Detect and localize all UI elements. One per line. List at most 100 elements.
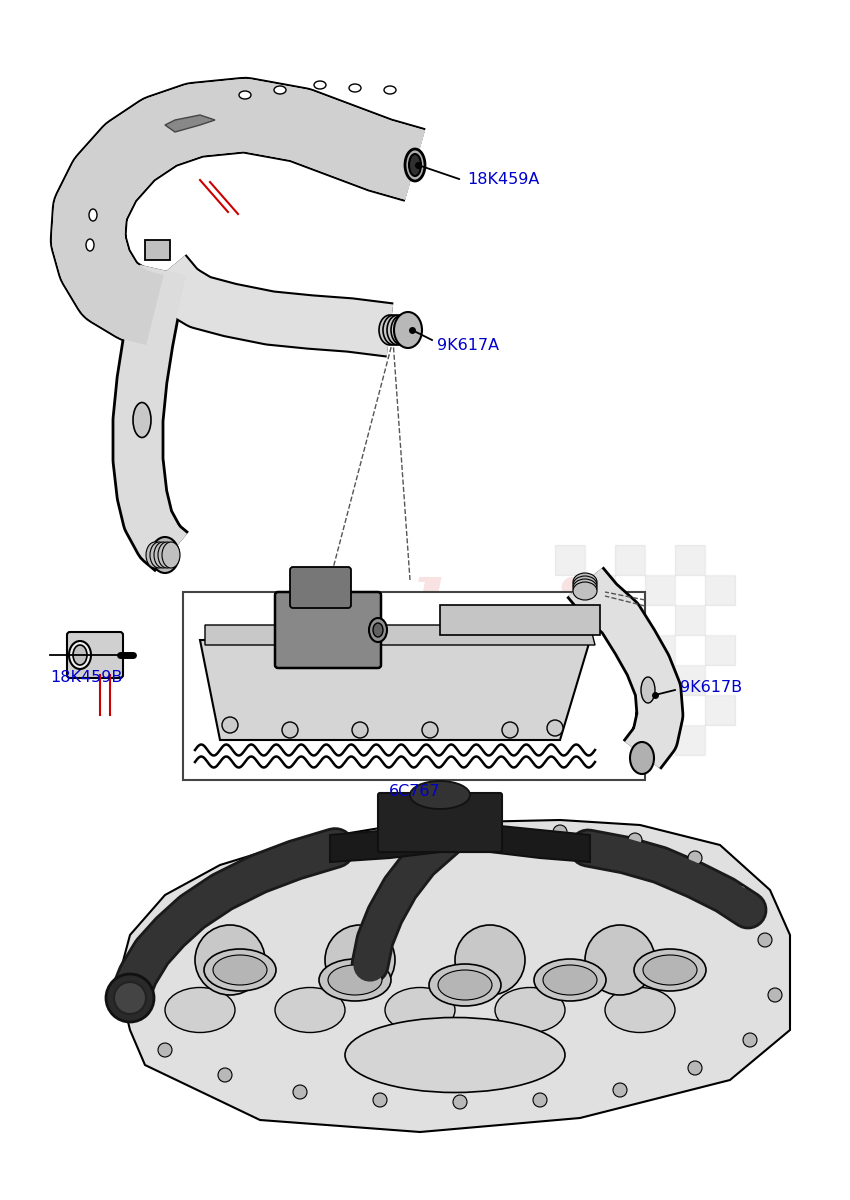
Ellipse shape — [534, 959, 606, 1001]
Circle shape — [106, 974, 154, 1022]
Circle shape — [282, 722, 298, 738]
Bar — [490, 736, 512, 758]
Bar — [675, 605, 705, 635]
Circle shape — [325, 925, 395, 995]
Ellipse shape — [573, 576, 597, 594]
Bar — [615, 695, 645, 725]
Ellipse shape — [162, 542, 180, 568]
Ellipse shape — [385, 988, 455, 1032]
Bar — [615, 545, 645, 575]
Ellipse shape — [438, 970, 492, 1000]
Bar — [490, 758, 512, 780]
Ellipse shape — [573, 572, 597, 590]
Bar — [512, 736, 534, 758]
Ellipse shape — [146, 542, 164, 568]
Circle shape — [743, 1033, 757, 1046]
Bar — [534, 670, 556, 692]
Ellipse shape — [643, 955, 697, 985]
Ellipse shape — [634, 949, 706, 991]
Bar — [556, 670, 578, 692]
Ellipse shape — [379, 314, 401, 346]
Bar — [578, 736, 600, 758]
Ellipse shape — [319, 959, 391, 1001]
Ellipse shape — [204, 949, 276, 991]
Bar — [615, 665, 645, 695]
Ellipse shape — [429, 964, 501, 1006]
Bar — [534, 714, 556, 736]
Bar — [534, 692, 556, 714]
Ellipse shape — [69, 641, 91, 670]
Bar — [705, 605, 735, 635]
Ellipse shape — [373, 623, 383, 637]
Bar — [490, 714, 512, 736]
Polygon shape — [145, 240, 170, 260]
Circle shape — [502, 722, 518, 738]
Circle shape — [547, 720, 563, 736]
Ellipse shape — [383, 314, 405, 346]
Bar — [705, 725, 735, 755]
Circle shape — [688, 851, 702, 865]
Circle shape — [688, 1061, 702, 1075]
Bar — [585, 695, 615, 725]
Ellipse shape — [410, 781, 470, 809]
Bar — [585, 725, 615, 755]
Bar — [585, 665, 615, 695]
Circle shape — [585, 925, 655, 995]
Bar — [615, 725, 645, 755]
Circle shape — [114, 982, 146, 1014]
Ellipse shape — [89, 209, 97, 221]
Ellipse shape — [154, 542, 172, 568]
Bar — [578, 758, 600, 780]
Circle shape — [553, 826, 567, 839]
Circle shape — [533, 1093, 547, 1106]
Ellipse shape — [543, 965, 597, 995]
Ellipse shape — [150, 542, 168, 568]
Bar — [512, 714, 534, 736]
Bar — [705, 665, 735, 695]
Ellipse shape — [409, 154, 421, 176]
Bar — [645, 725, 675, 755]
Bar — [183, 592, 645, 780]
Circle shape — [195, 925, 265, 995]
Bar — [585, 545, 615, 575]
Ellipse shape — [239, 91, 251, 98]
Ellipse shape — [369, 618, 387, 642]
Bar — [490, 692, 512, 714]
Bar — [675, 695, 705, 725]
Ellipse shape — [73, 646, 87, 665]
Bar — [585, 605, 615, 635]
Circle shape — [158, 1043, 172, 1057]
FancyBboxPatch shape — [275, 592, 381, 668]
Bar — [556, 714, 578, 736]
FancyBboxPatch shape — [290, 566, 351, 608]
Bar — [675, 545, 705, 575]
Bar — [585, 575, 615, 605]
Bar — [556, 692, 578, 714]
Bar — [675, 575, 705, 605]
Bar — [585, 635, 615, 665]
Bar — [705, 575, 735, 605]
Bar — [555, 545, 585, 575]
Ellipse shape — [384, 86, 396, 94]
Ellipse shape — [573, 578, 597, 596]
Circle shape — [733, 886, 747, 899]
Circle shape — [758, 934, 772, 947]
Ellipse shape — [165, 988, 235, 1032]
Ellipse shape — [151, 538, 179, 572]
Polygon shape — [118, 820, 790, 1132]
Bar — [555, 695, 585, 725]
Circle shape — [422, 722, 438, 738]
Polygon shape — [330, 826, 590, 862]
Ellipse shape — [495, 988, 565, 1032]
Bar — [675, 725, 705, 755]
Polygon shape — [165, 115, 215, 132]
Ellipse shape — [387, 314, 409, 346]
Bar — [512, 670, 534, 692]
FancyBboxPatch shape — [67, 632, 123, 678]
Bar — [675, 635, 705, 665]
Bar — [645, 545, 675, 575]
Text: scuderia: scuderia — [209, 577, 641, 664]
Ellipse shape — [314, 80, 326, 89]
Circle shape — [455, 925, 525, 995]
Bar — [615, 575, 645, 605]
